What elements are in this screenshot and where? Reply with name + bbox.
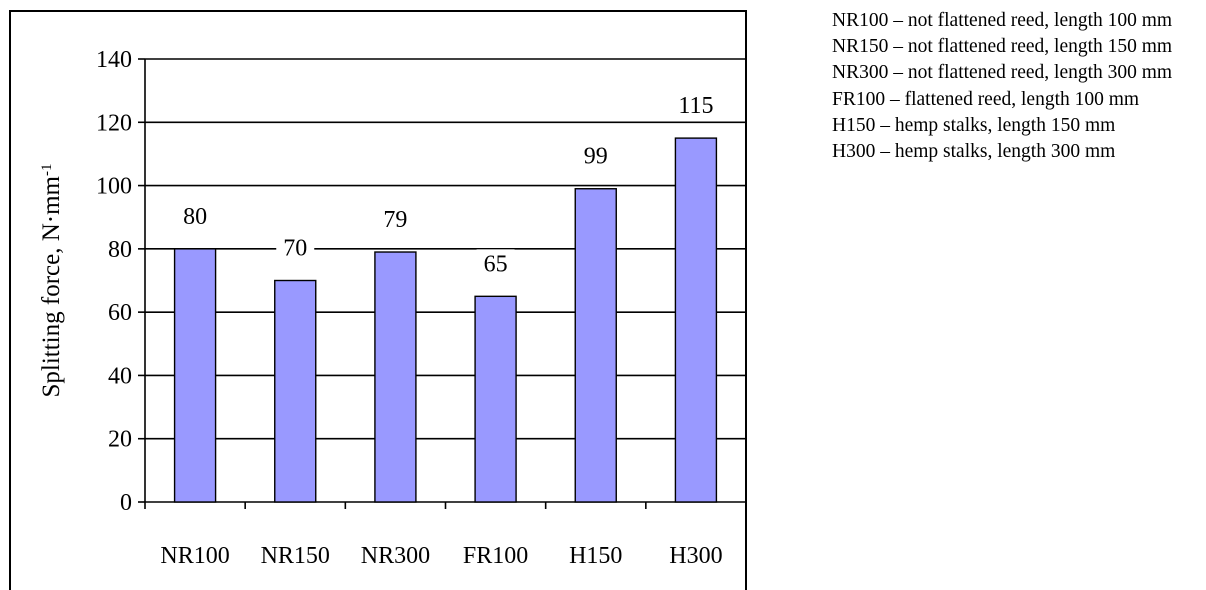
data-label-background	[476, 249, 515, 280]
bar-chart: 0 20 40 60 80 100 120 140 80 NR100 70 NR150 79 NR300 6…	[38, 47, 747, 569]
bar-nr300	[374, 251, 417, 503]
legend-entry-nr100: NR100 – not flattened reed, length 100 m…	[832, 10, 1173, 31]
bar-h300	[674, 137, 718, 503]
data-label: 115	[678, 93, 713, 119]
y-axis-title: Splitting force, N·mm-1	[38, 164, 65, 398]
data-label: 99	[584, 144, 608, 170]
data-label-background	[176, 201, 215, 232]
y-tick-label: 100	[96, 174, 132, 200]
y-tick-label: 0	[120, 490, 132, 516]
y-tick-label: 40	[108, 363, 132, 389]
bar-h150	[574, 188, 617, 503]
bar-nr150	[274, 279, 317, 503]
data-label-background	[670, 91, 722, 122]
data-label: 65	[484, 251, 508, 277]
x-tick-label: NR300	[361, 543, 430, 569]
legend-entry-nr300: NR300 – not flattened reed, length 300 m…	[832, 62, 1173, 84]
legend-entry-h150: H150 – hemp stalks, length 150 mm	[832, 114, 1116, 136]
legend-entry-nr150: NR150 – not flattened reed, length 150 m…	[832, 36, 1173, 58]
chart-frame: 0 20 40 60 80 100 120 140 80 NR100 70 NR150 79 NR300 6…	[9, 10, 747, 590]
legend-entry-h300: H300 – hemp stalks, length 300 mm	[832, 141, 1116, 163]
x-tick-label: H150	[569, 543, 622, 569]
y-tick-label: 120	[96, 110, 132, 136]
x-tick-label: FR100	[463, 543, 528, 569]
x-tick-label: NR150	[261, 543, 330, 569]
data-label-background	[376, 205, 415, 236]
data-label: 70	[283, 236, 307, 262]
y-tick-label: 140	[96, 47, 132, 73]
legend: NR100 – not flattened reed, length 100 m…	[832, 8, 1189, 165]
x-tick-label: NR100	[160, 543, 229, 569]
data-label: 79	[383, 207, 407, 233]
bar-nr100	[173, 248, 217, 503]
x-tick-label: H300	[669, 543, 722, 569]
y-tick-label: 80	[108, 237, 132, 263]
data-label-background	[576, 141, 615, 172]
y-tick-label: 60	[108, 300, 132, 326]
data-label-background	[276, 233, 315, 264]
legend-entry-fr100: FR100 – flattened reed, length 100 mm	[832, 88, 1140, 110]
data-label: 80	[183, 204, 207, 230]
y-tick-label: 20	[108, 427, 132, 453]
y-axis-title-superscript: -1	[39, 164, 55, 177]
bar-fr100	[474, 295, 517, 503]
